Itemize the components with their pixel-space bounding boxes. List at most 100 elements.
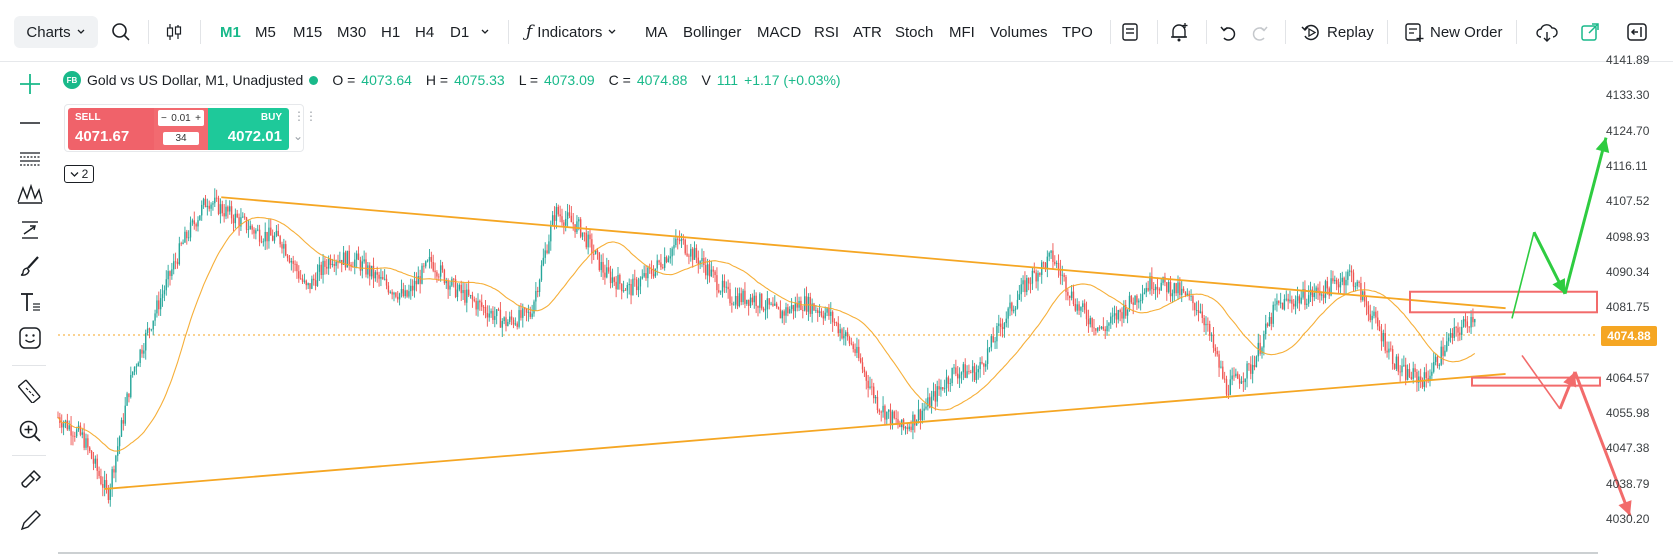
candle — [94, 458, 97, 464]
projection-tool[interactable] — [16, 216, 44, 244]
candle — [566, 212, 569, 220]
emoji-tool[interactable] — [16, 324, 44, 352]
plus-icon[interactable]: + — [195, 112, 201, 124]
symbol-title[interactable]: Gold vs US Dollar, M1, Unadjusted — [87, 72, 304, 88]
candle — [1369, 314, 1371, 321]
candle — [1082, 303, 1084, 308]
candle — [815, 310, 817, 312]
buy-button[interactable]: BUY 4072.01 — [208, 108, 289, 150]
pencil-tool[interactable] — [16, 507, 44, 535]
candle — [537, 290, 539, 292]
indicators-button[interactable]: ƒ Indicators — [526, 17, 617, 47]
indicator-stoch[interactable]: Stoch — [895, 23, 934, 41]
candle — [1087, 319, 1090, 325]
candle — [781, 311, 783, 319]
candle — [219, 204, 222, 214]
timeframe-d1[interactable]: D1 — [450, 23, 470, 41]
candle — [665, 257, 668, 263]
chevron-down-icon[interactable]: ⌄ — [293, 129, 304, 143]
candle — [383, 278, 386, 280]
timeframe-dropdown[interactable] — [480, 17, 490, 47]
measure-tool[interactable] — [16, 377, 44, 405]
trendlines[interactable] — [104, 196, 1506, 490]
new-order-button[interactable]: New Order — [1403, 17, 1503, 47]
indicator-ma[interactable]: MA — [645, 23, 668, 41]
candle — [570, 215, 573, 223]
open-label: O = — [332, 72, 356, 88]
cloud-save-button[interactable] — [1535, 17, 1559, 47]
quantity-value[interactable]: 0.01 — [171, 112, 191, 124]
candle — [83, 432, 85, 448]
indicator-volumes[interactable]: Volumes — [990, 23, 1048, 41]
candle — [145, 332, 147, 351]
templates-button[interactable] — [1120, 17, 1140, 47]
exit-fullscreen-button[interactable] — [1626, 17, 1648, 47]
candle — [1431, 371, 1433, 376]
candle — [895, 418, 897, 420]
pattern-tool[interactable] — [16, 180, 44, 208]
candle — [1237, 373, 1239, 379]
candle — [663, 257, 666, 268]
charts-menu-button[interactable]: Charts — [14, 16, 98, 48]
symbol-legend: FB Gold vs US Dollar, M1, Unadjusted O =… — [63, 70, 841, 90]
brush-tool[interactable] — [16, 252, 44, 280]
search-button[interactable] — [111, 17, 131, 47]
candle — [380, 276, 382, 279]
candle — [335, 261, 337, 266]
zones[interactable] — [1409, 290, 1601, 387]
candle — [1266, 323, 1269, 326]
indicator-bollinger[interactable]: Bollinger — [683, 23, 742, 41]
indicator-rsi[interactable]: RSI — [814, 23, 840, 41]
candle — [215, 197, 218, 199]
minus-icon[interactable]: − — [161, 112, 167, 124]
candle — [1296, 296, 1299, 301]
candle — [1143, 292, 1146, 295]
timeframe-m30[interactable]: M30 — [337, 23, 367, 41]
open-external-button[interactable] — [1580, 17, 1600, 47]
candle — [400, 289, 403, 294]
candle — [90, 450, 93, 459]
candle — [143, 350, 145, 354]
close-value: 4074.88 — [636, 72, 688, 88]
candle — [525, 309, 528, 313]
crosshair-tool[interactable] — [16, 70, 44, 98]
trend-line-tool[interactable] — [16, 109, 44, 137]
indicator-atr[interactable]: ATR — [853, 23, 882, 41]
candle — [1253, 364, 1256, 368]
redo-button[interactable] — [1250, 17, 1270, 47]
timeframe-h4[interactable]: H4 — [415, 23, 435, 41]
timeframe-m1[interactable]: M1 — [220, 23, 241, 41]
drag-handle-icon[interactable]: ⋮⋮ — [293, 109, 317, 123]
candle — [716, 275, 718, 291]
magnet-tool[interactable] — [16, 467, 44, 495]
chart-type-button[interactable] — [164, 17, 184, 47]
text-tool[interactable] — [16, 288, 44, 316]
candle — [893, 411, 895, 419]
sell-button[interactable]: SELL 4071.67 — [68, 108, 154, 150]
candle — [927, 397, 929, 407]
price-tick-label: 4124.70 — [1606, 123, 1650, 138]
zoom-tool[interactable] — [16, 417, 44, 445]
indicator-mfi[interactable]: MFI — [949, 23, 975, 41]
candle — [490, 310, 492, 314]
high-label: H = — [425, 72, 449, 88]
indicator-tpo[interactable]: TPO — [1062, 23, 1093, 41]
indicator-layers-toggle[interactable]: 2 — [64, 165, 94, 183]
indicator-macd[interactable]: MACD — [757, 23, 802, 41]
timeframe-h1[interactable]: H1 — [381, 23, 401, 41]
candle — [61, 423, 63, 428]
undo-button[interactable] — [1218, 17, 1238, 47]
timeframe-m15[interactable]: M15 — [293, 23, 323, 41]
fibonacci-tool[interactable] — [16, 145, 44, 173]
candle — [477, 300, 479, 310]
alert-button[interactable] — [1168, 17, 1190, 47]
candle — [449, 285, 451, 290]
candle — [1399, 371, 1401, 373]
candle — [1416, 371, 1418, 383]
replay-button[interactable]: Replay — [1300, 17, 1374, 47]
quantity-stepper[interactable]: − 0.01 + — [158, 110, 204, 126]
timeframe-m5[interactable]: M5 — [255, 23, 276, 41]
candle — [137, 363, 139, 367]
scenario-arrows[interactable] — [1511, 137, 1632, 517]
